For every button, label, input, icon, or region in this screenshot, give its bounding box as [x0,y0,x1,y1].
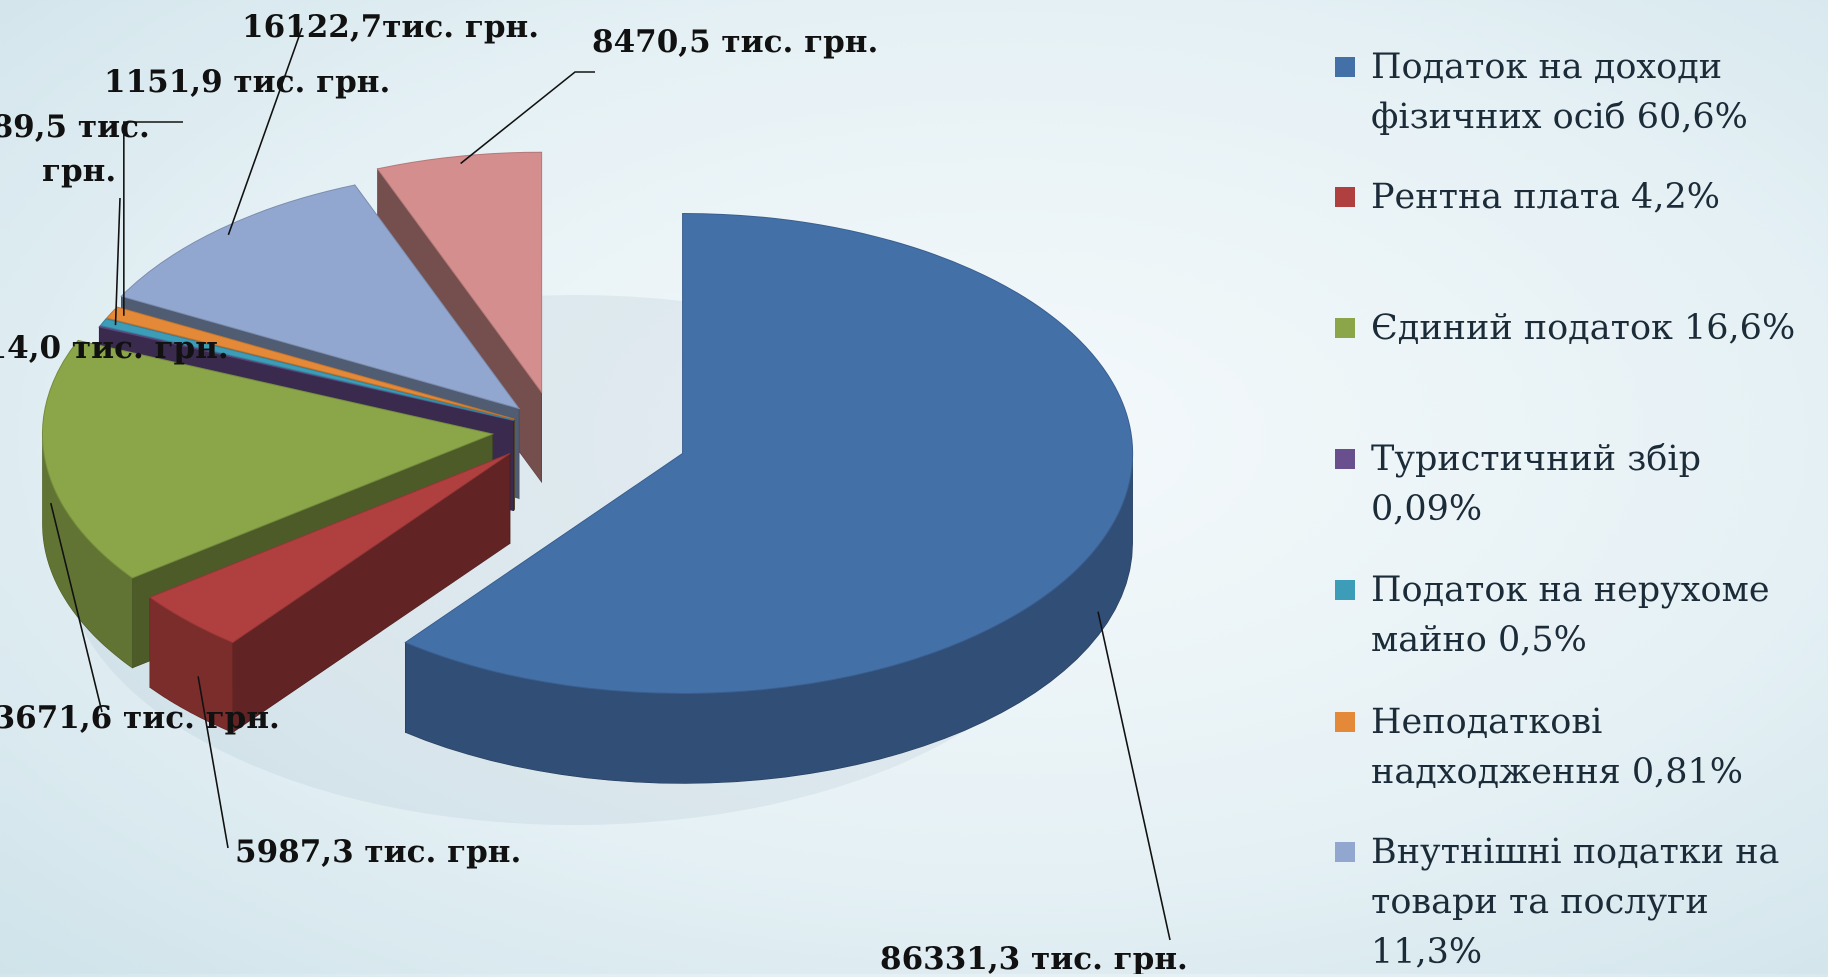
legend-swatch [1335,842,1355,862]
slice-pdfo [404,212,1134,694]
legend-swatch [1335,580,1355,600]
slice-extra [376,151,543,394]
chart-legend: Податок на доходи фізичних осіб 60,6% Ре… [1335,0,1828,974]
legend-label: Неподаткові надходження 0,81% [1371,702,1744,792]
leader-line-non-tax [123,121,183,316]
slice-rent [148,453,511,644]
data-label-non-tax: 1151,9 тис. грн. [104,64,390,100]
data-labels: 86331,3 тис. грн. 5987,3 тис. грн. 23671… [0,9,1188,974]
data-label-pdfo: 86331,3 тис. грн. [880,941,1188,974]
leader-line-rent [197,676,229,849]
slice-property [99,318,515,421]
leader-line-single-tax [49,502,103,713]
data-label-extra: 8470,5 тис. грн. [592,24,878,60]
legend-label: Туристичний збір 0,09% [1371,439,1701,529]
legend-swatch [1335,318,1355,338]
leader-line-property [114,197,121,326]
legend-label: Податок на нерухоме майно 0,5% [1371,570,1770,660]
data-label-internal-tax: 16122,7тис. грн. [242,9,539,45]
data-label-rent: 5987,3 тис. грн. [235,834,521,870]
leader-line-pdfo [1097,611,1171,941]
data-label-single-tax: 23671,6 тис. грн. [0,700,280,736]
data-label-property: 689,5 тис. грн. [0,109,150,189]
legend-swatch [1335,187,1355,207]
legend-label: Податок на доходи фізичних осіб 60,6% [1371,47,1748,137]
data-label-tourist: 114,0 тис. грн. [0,330,229,366]
chart-slices [42,151,1134,694]
legend-label: Внутнішні податки на товари та послуги 1… [1371,832,1780,972]
slice-single-tax [42,339,495,579]
leader-lines [49,27,1171,941]
legend-label: Рентна плата 4,2% [1371,177,1720,217]
data-label-property-line1: 689,5 тис. [0,109,150,145]
legend-swatch [1335,57,1355,77]
legend-swatch [1335,449,1355,469]
legend-label: Єдиний податок 16,6% [1371,308,1796,348]
data-label-property-line2: грн. [42,153,116,189]
slice-non-tax [105,306,515,420]
leader-line-extra [460,71,595,165]
slice-internal-tax [120,184,521,410]
leader-line-internal-tax [227,27,303,236]
legend-swatch [1335,712,1355,732]
